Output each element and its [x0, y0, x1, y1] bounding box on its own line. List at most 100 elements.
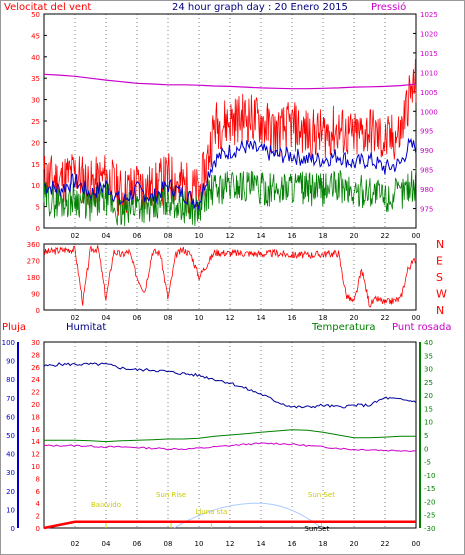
- hum-x-tick-10: 10: [195, 540, 204, 548]
- wind-x-tick-20: 20: [350, 232, 359, 240]
- rain-y-tick-0: 0: [36, 525, 40, 533]
- hum-y-tick-90: 90: [6, 358, 15, 366]
- temp-y-tick-25: 25: [424, 379, 433, 387]
- dir-x-tick-18: 18: [319, 314, 328, 322]
- temp-y-tick-10: 10: [424, 419, 433, 427]
- dir-x-tick-20: 20: [350, 314, 359, 322]
- dir-y-tick-90: 90: [31, 291, 40, 299]
- dir-y-tick-360: 360: [27, 241, 40, 249]
- hum-y-tick-40: 40: [6, 451, 15, 459]
- hum-x-tick-08: 08: [164, 540, 173, 548]
- temp-y-tick--5: -5: [424, 459, 431, 467]
- dir-x-tick-04: 04: [102, 314, 111, 322]
- rain-y-tick-20: 20: [31, 401, 40, 409]
- wind-x-tick-12: 12: [226, 232, 235, 240]
- dir-x-tick-02: 02: [71, 314, 80, 322]
- chart-title: 24 hour graph day : 20 Enero 2015: [172, 2, 348, 13]
- rain-y-tick-14: 14: [31, 438, 40, 446]
- wind-y-tick-35: 35: [31, 75, 40, 83]
- pressure-axis-title: Pressió: [371, 1, 406, 13]
- wind-x-tick-22: 22: [381, 232, 390, 240]
- hum-x-tick-06: 06: [133, 540, 142, 548]
- hum-x-tick-00: 00: [412, 540, 421, 548]
- pressure-y-tick-975: 975: [420, 206, 433, 214]
- wind-x-tick-00: 00: [412, 232, 421, 240]
- wind-x-tick-18: 18: [319, 232, 328, 240]
- pressure-y-tick-1020: 1020: [420, 30, 438, 38]
- humidity-series: [43, 362, 417, 409]
- pressure-y-tick-1015: 1015: [420, 50, 438, 58]
- dir-x-tick-16: 16: [288, 314, 297, 322]
- rain-y-tick-24: 24: [31, 376, 40, 384]
- rain-y-tick-4: 4: [36, 500, 41, 508]
- dir-x-tick-08: 08: [164, 314, 173, 322]
- temp-y-tick-20: 20: [424, 392, 433, 400]
- event-label-1: Sun Rise: [156, 491, 186, 499]
- hum-y-tick-20: 20: [6, 488, 15, 496]
- rain-y-tick-2: 2: [36, 513, 40, 521]
- rain-y-tick-10: 10: [31, 463, 40, 471]
- dir-x-tick-10: 10: [195, 314, 204, 322]
- pressure-y-tick-995: 995: [420, 128, 433, 136]
- wind-y-tick-15: 15: [31, 161, 40, 169]
- wind-y-tick-0: 0: [36, 225, 40, 233]
- event-label-0: Baixvido: [91, 501, 121, 509]
- dir-x-tick-22: 22: [381, 314, 390, 322]
- hum-x-tick-12: 12: [226, 540, 235, 548]
- direction-series: [43, 245, 417, 308]
- hum-x-tick-02: 02: [71, 540, 80, 548]
- dir-y-tick-180: 180: [27, 274, 40, 282]
- pressure-y-tick-980: 980: [420, 186, 433, 194]
- rain-y-tick-16: 16: [31, 426, 40, 434]
- temp-y-tick-40: 40: [424, 339, 433, 347]
- temp-y-tick--15: -15: [424, 485, 435, 493]
- hum-y-tick-50: 50: [6, 432, 15, 440]
- humidity-header: Humitat: [66, 322, 106, 333]
- rain-header: Pluja: [2, 322, 26, 333]
- hum-y-tick-80: 80: [6, 376, 15, 384]
- wind-x-tick-06: 06: [133, 232, 142, 240]
- dir-x-tick-14: 14: [257, 314, 266, 322]
- hum-x-tick-14: 14: [257, 540, 266, 548]
- wind-y-tick-30: 30: [31, 97, 40, 105]
- wind-x-tick-16: 16: [288, 232, 297, 240]
- rain-y-tick-28: 28: [31, 351, 40, 359]
- temperature-header: Temperatura: [311, 322, 376, 333]
- wind-y-tick-40: 40: [31, 54, 40, 62]
- dir-y-tick-270: 270: [27, 258, 40, 266]
- wind-x-tick-14: 14: [257, 232, 266, 240]
- dewpoint-header: Punt rosada: [392, 322, 451, 333]
- wind-y-tick-25: 25: [31, 118, 40, 126]
- wind-axis-title: Velocitat del vent: [4, 2, 91, 13]
- wind-x-tick-10: 10: [195, 232, 204, 240]
- rain-y-tick-26: 26: [31, 364, 40, 372]
- temperature-series: [44, 429, 416, 443]
- rain-y-tick-30: 30: [31, 339, 40, 347]
- dir-compass-4: N: [436, 238, 444, 251]
- pressure-y-tick-1000: 1000: [420, 108, 438, 116]
- hum-x-tick-04: 04: [102, 540, 111, 548]
- temp-y-tick--20: -20: [424, 498, 435, 506]
- hum-x-tick-20: 20: [350, 540, 359, 548]
- pressure-y-tick-990: 990: [420, 147, 433, 155]
- temp-y-tick-30: 30: [424, 366, 433, 374]
- dir-x-tick-00: 00: [412, 314, 421, 322]
- dewpoint-series: [43, 442, 417, 452]
- rain-y-tick-12: 12: [31, 451, 40, 459]
- hum-x-tick-22: 22: [381, 540, 390, 548]
- rain-y-tick-22: 22: [31, 389, 40, 397]
- temp-y-tick-15: 15: [424, 405, 433, 413]
- wind-x-tick-08: 08: [164, 232, 173, 240]
- dir-compass-0: N: [436, 304, 444, 317]
- hum-y-tick-100: 100: [2, 339, 15, 347]
- wind-y-tick-50: 50: [31, 11, 40, 19]
- temp-y-tick-35: 35: [424, 352, 433, 360]
- dir-y-tick-0: 0: [36, 307, 40, 315]
- pressure-y-tick-1025: 1025: [420, 11, 438, 19]
- hum-x-tick-18: 18: [319, 540, 328, 548]
- temp-y-tick--30: -30: [424, 525, 435, 533]
- wind-x-tick-02: 02: [71, 232, 80, 240]
- pressure-y-tick-1010: 1010: [420, 69, 438, 77]
- wind-y-tick-10: 10: [31, 182, 40, 190]
